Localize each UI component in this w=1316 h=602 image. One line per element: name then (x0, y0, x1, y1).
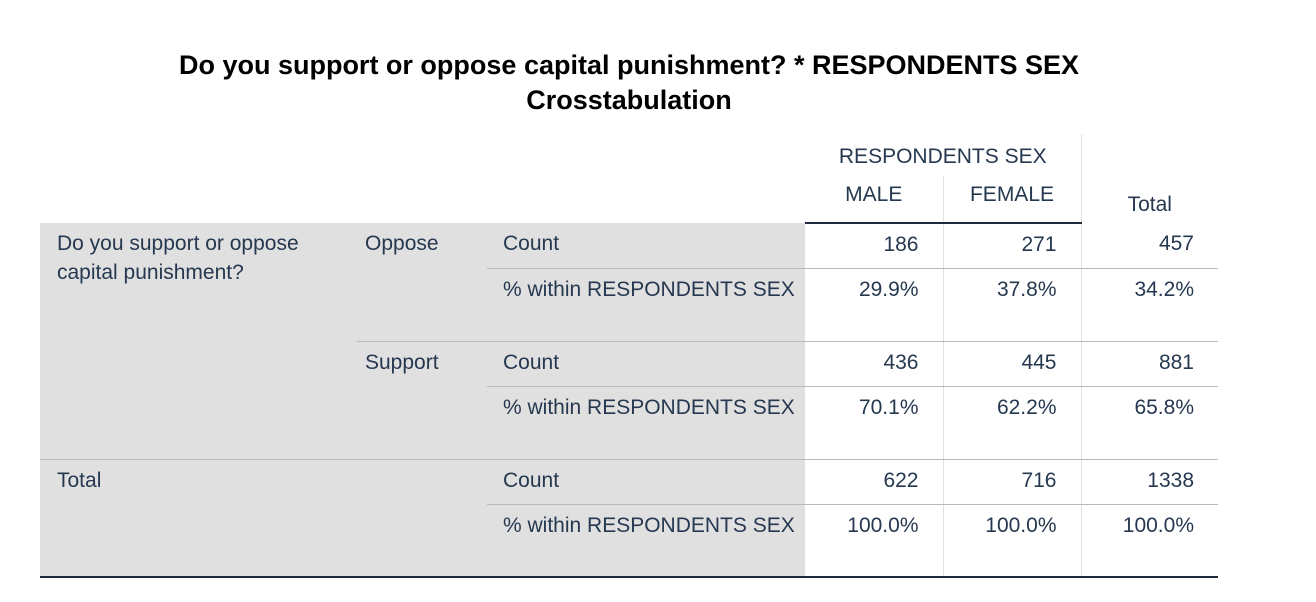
cell-support-total-count: 881 (1080, 341, 1218, 387)
cell-total-total-count: 1338 (1080, 459, 1218, 505)
stat-label-count: Count (487, 341, 805, 387)
cell-support-male-pct: 70.1% (805, 386, 943, 460)
cell-total-male-pct: 100.0% (805, 504, 943, 578)
cell-oppose-total-count: 457 (1080, 223, 1218, 269)
row-category-support: Support (357, 341, 487, 460)
cell-total-female-pct: 100.0% (942, 504, 1081, 578)
stat-label-percent: % within RESPONDENTS SEX (487, 504, 805, 578)
cell-total-male-count: 622 (805, 459, 943, 505)
cell-oppose-female-pct: 37.8% (942, 268, 1081, 342)
table-row: Support Count 436 445 881 (40, 341, 1218, 460)
table-title-line-2: Crosstabulation (526, 85, 732, 115)
cell-oppose-total-pct: 34.2% (1080, 268, 1218, 342)
table-row: % within RESPONDENTS SEX 70.1% 62.2% 65.… (40, 386, 1218, 460)
table-row: % within RESPONDENTS SEX 100.0% 100.0% 1… (40, 504, 1218, 578)
cell-oppose-male-pct: 29.9% (805, 268, 943, 342)
header-corner (40, 134, 805, 223)
table-title-line-1: Do you support or oppose capital punishm… (178, 50, 1080, 80)
header-row-1: RESPONDENTS SEX Total (40, 134, 1218, 223)
crosstab-table: RESPONDENTS SEX Total MALE FEMALE Do you… (40, 134, 1218, 578)
header-row-2: MALE FEMALE (40, 176, 1218, 224)
cell-support-male-count: 436 (805, 341, 943, 387)
column-group-header: RESPONDENTS SEX (838, 145, 1047, 168)
stat-label-count: Count (487, 223, 805, 269)
cell-oppose-female-count: 271 (942, 223, 1081, 269)
cell-oppose-male-count: 186 (805, 223, 943, 269)
column-header-male: MALE (805, 176, 943, 224)
cell-support-total-pct: 65.8% (1080, 386, 1218, 460)
row-total-label: Total (40, 459, 487, 578)
column-header-total: Total (1080, 134, 1218, 223)
stat-label-count: Count (487, 459, 805, 505)
row-category-oppose: Oppose (357, 223, 487, 342)
row-variable-label: Do you support or oppose capital punishm… (40, 223, 357, 460)
cell-support-female-pct: 62.2% (942, 386, 1081, 460)
table-title: Do you support or oppose capital punishm… (40, 48, 1218, 118)
table-row: Do you support or oppose capital punishm… (40, 223, 1218, 460)
stat-label-percent: % within RESPONDENTS SEX (487, 386, 805, 460)
cell-total-total-pct: 100.0% (1080, 504, 1218, 578)
table-row: % within RESPONDENTS SEX 29.9% 37.8% 34.… (40, 268, 1218, 342)
table-row: Total Count 622 716 1338 (40, 459, 1218, 578)
cell-support-female-count: 445 (942, 341, 1081, 387)
stat-label-percent: % within RESPONDENTS SEX (487, 268, 805, 342)
column-header-female: FEMALE (942, 176, 1081, 224)
cell-total-female-count: 716 (942, 459, 1081, 505)
